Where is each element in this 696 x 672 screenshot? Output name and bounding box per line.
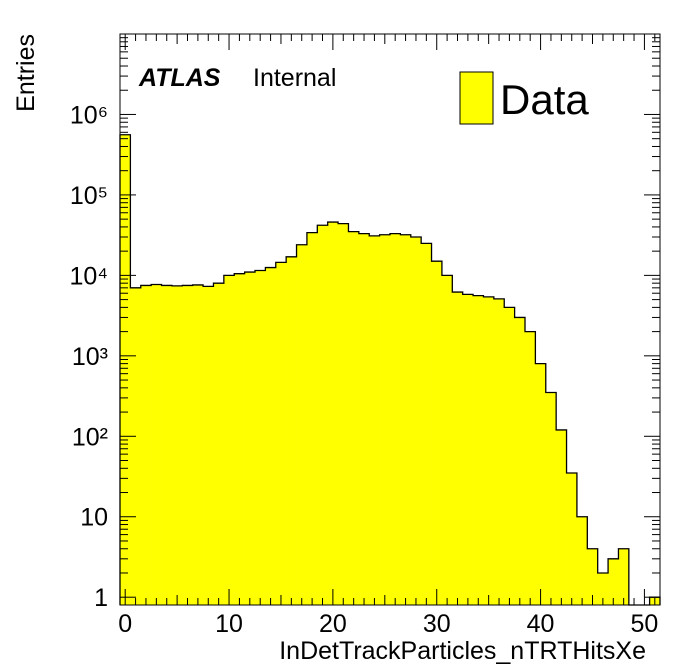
histogram-bar bbox=[358, 233, 370, 605]
y-axis-ticks: 1 10 10² 10³ 10⁴ 10⁵ 10⁶ bbox=[69, 37, 660, 612]
histogram-bar bbox=[390, 233, 401, 605]
histogram-bar bbox=[379, 234, 391, 605]
x-axis-ticks: 0 10 20 30 40 50 bbox=[118, 34, 658, 638]
histogram-bar bbox=[576, 516, 588, 605]
histogram-bar bbox=[140, 285, 152, 605]
histogram-bar bbox=[286, 256, 297, 605]
histogram-bar bbox=[327, 222, 339, 606]
x-axis-label: InDetTrackParticles_nTRTHitsXe bbox=[279, 637, 646, 665]
histogram-bar bbox=[161, 285, 173, 605]
histogram-outline bbox=[119, 134, 661, 606]
histogram-bar bbox=[213, 283, 225, 605]
histogram-bar bbox=[504, 307, 515, 605]
plot-frame-border bbox=[119, 33, 661, 606]
x-tick-label: 0 bbox=[118, 610, 132, 638]
y-tick-label: 10² bbox=[72, 423, 108, 451]
y-tick-label: 10⁵ bbox=[70, 182, 108, 210]
legend: Data bbox=[459, 71, 589, 125]
histogram-bar bbox=[473, 295, 484, 605]
histogram-bar bbox=[597, 572, 609, 605]
histogram-bar bbox=[171, 285, 183, 605]
histogram-bar bbox=[338, 223, 349, 605]
histogram-bar bbox=[566, 472, 578, 605]
histogram-bar bbox=[275, 262, 287, 605]
histogram-bar bbox=[244, 272, 256, 605]
histogram-bar bbox=[545, 392, 557, 605]
histogram-bar bbox=[618, 548, 630, 605]
histogram-bar bbox=[369, 235, 380, 605]
plot-frame bbox=[119, 33, 661, 606]
x-tick-label: 30 bbox=[423, 610, 451, 638]
histogram-bar bbox=[348, 231, 360, 605]
y-axis-label: Entries bbox=[12, 34, 40, 112]
histogram-bar bbox=[234, 273, 245, 605]
histogram-bar bbox=[535, 363, 547, 605]
histogram-bar bbox=[151, 284, 162, 605]
histogram-bar bbox=[223, 275, 235, 605]
histogram-bar bbox=[608, 558, 619, 605]
histogram-bar bbox=[130, 287, 142, 605]
internal-label: Internal bbox=[253, 64, 336, 92]
y-tick-label: 10³ bbox=[72, 343, 108, 371]
histogram-bar bbox=[255, 270, 266, 605]
histogram-bar bbox=[410, 236, 422, 605]
x-tick-label: 20 bbox=[319, 610, 347, 638]
histogram-bar bbox=[556, 429, 567, 605]
y-tick-label: 1 bbox=[94, 584, 108, 612]
atlas-label: ATLAS bbox=[138, 64, 221, 92]
histogram-bar bbox=[421, 243, 432, 605]
histogram-bars bbox=[120, 134, 661, 606]
histogram-bar bbox=[462, 294, 474, 605]
histogram-bar bbox=[306, 232, 318, 606]
histogram-bar bbox=[400, 234, 412, 605]
y-tick-label: 10⁶ bbox=[70, 101, 108, 129]
x-tick-label: 40 bbox=[527, 610, 555, 638]
histogram-bar bbox=[203, 286, 214, 605]
legend-swatch-data bbox=[459, 71, 494, 125]
histogram-bar bbox=[525, 331, 536, 605]
y-tick-label: 10 bbox=[80, 504, 108, 532]
histogram-bar bbox=[483, 296, 495, 605]
histogram-bar bbox=[182, 285, 193, 605]
histogram-bar bbox=[296, 244, 308, 605]
histogram-bar bbox=[120, 134, 131, 606]
legend-label-data: Data bbox=[500, 76, 589, 123]
histogram-bar bbox=[192, 284, 204, 605]
y-tick-label: 10⁴ bbox=[69, 262, 108, 290]
histogram-bar bbox=[493, 298, 505, 605]
histogram-bar bbox=[514, 317, 526, 605]
histogram-bar bbox=[317, 225, 328, 605]
histogram-bar bbox=[441, 275, 453, 605]
histogram-bar bbox=[431, 261, 443, 605]
x-tick-label: 10 bbox=[215, 610, 243, 638]
x-tick-label: 50 bbox=[631, 610, 659, 638]
histogram-bar bbox=[587, 548, 598, 605]
histogram-bar bbox=[452, 292, 463, 605]
histogram-bar bbox=[265, 267, 277, 605]
